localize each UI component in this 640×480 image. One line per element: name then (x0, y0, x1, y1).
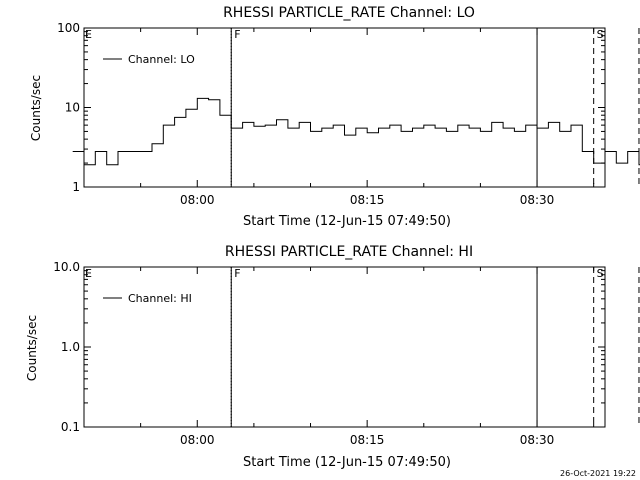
event-marker-label: S (597, 267, 604, 280)
panel-lo-ylabel: Counts/sec (29, 75, 43, 141)
y-tick-label: 100 (57, 21, 80, 35)
legend-label-lo: Channel: LO (128, 53, 195, 66)
y-tick-label: 1 (72, 180, 80, 194)
x-tick-label: 08:30 (520, 433, 555, 447)
x-tick-label: 08:00 (180, 433, 215, 447)
panel-lo-xlabel: Start Time (12-Jun-15 07:49:50) (243, 214, 451, 229)
y-tick-label: 1.0 (61, 340, 80, 354)
panel-hi-legend: Channel: HI (103, 292, 192, 305)
legend-label-hi: Channel: HI (128, 292, 192, 305)
event-marker-label: E (85, 28, 92, 41)
event-marker-label: S (597, 28, 604, 41)
x-tick-label: 08:00 (180, 193, 215, 207)
event-marker-label: F (234, 267, 240, 280)
x-tick-label: 08:30 (520, 193, 555, 207)
x-tick-label: 08:15 (350, 193, 385, 207)
panel-hi-title: RHESSI PARTICLE_RATE Channel: HI (225, 244, 473, 260)
y-tick-label: 10 (65, 101, 80, 115)
panel-lo-title: RHESSI PARTICLE_RATE Channel: LO (223, 5, 475, 21)
y-tick-label: 0.1 (61, 420, 80, 434)
panel-lo: RHESSI PARTICLE_RATE Channel: LO Counts/… (29, 5, 640, 229)
panel-hi-markers: FSFFFEE (85, 267, 640, 427)
y-tick-label: 10.0 (53, 260, 80, 274)
x-tick-label: 08:15 (350, 433, 385, 447)
event-marker-label: F (234, 28, 240, 41)
panel-hi: RHESSI PARTICLE_RATE Channel: HI Counts/… (25, 244, 640, 470)
panel-hi-ylabel: Counts/sec (25, 315, 39, 381)
event-marker-label: E (85, 267, 92, 280)
panel-lo-legend: Channel: LO (103, 53, 195, 66)
panel-hi-xlabel: Start Time (12-Jun-15 07:49:50) (243, 455, 451, 470)
footer-timestamp: 26-Oct-2021 19:22 (560, 469, 636, 478)
